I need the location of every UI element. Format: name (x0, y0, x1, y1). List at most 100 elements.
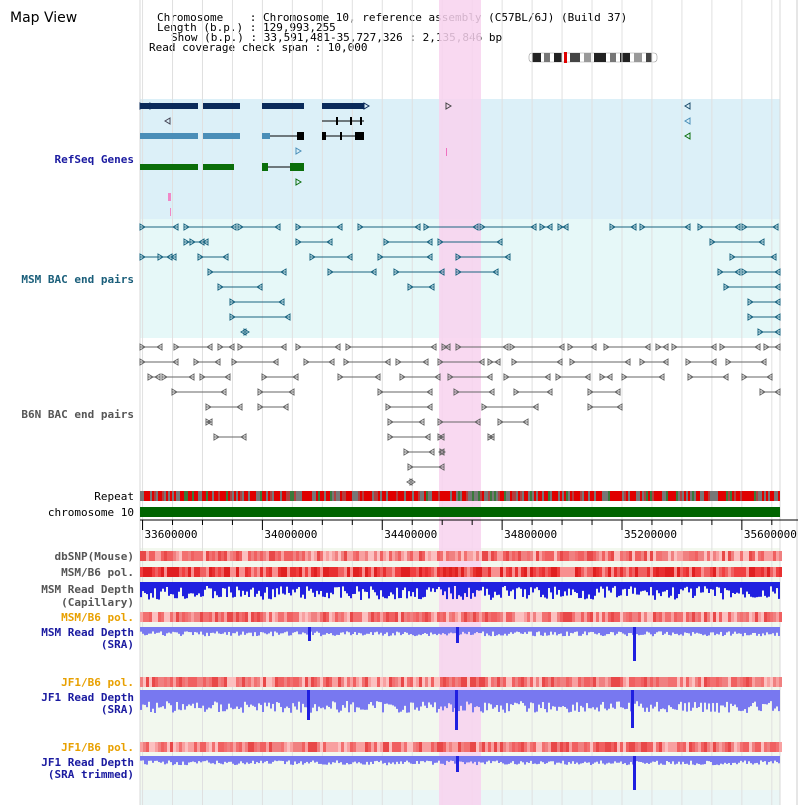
jf1-b6-pol-cell[interactable] (302, 677, 305, 687)
msm-b6-pol-cell[interactable] (458, 567, 461, 577)
jf1-sra-depth-bar[interactable] (172, 690, 174, 713)
jf1-trimmed-depth-bar[interactable] (370, 756, 372, 762)
jf1-trimmed-depth-bar[interactable] (418, 756, 420, 764)
repeat-element[interactable] (256, 491, 258, 501)
jf1-trimmed-depth-bar[interactable] (640, 756, 642, 763)
msm-b6-pol-2-cell[interactable] (212, 612, 215, 622)
msm-b6-pol-2-cell[interactable] (347, 612, 350, 622)
jf1-sra-depth-bar[interactable] (188, 690, 190, 705)
msm-capillary-depth-bar[interactable] (496, 582, 498, 596)
jf1-b6-pol-2-cell[interactable] (353, 742, 356, 752)
msm-capillary-depth-bar[interactable] (548, 582, 550, 589)
jf1-b6-pol-2-cell[interactable] (560, 742, 563, 752)
jf1-sra-depth-bar[interactable] (314, 690, 316, 705)
jf1-trimmed-depth-bar[interactable] (698, 756, 700, 764)
jf1-b6-pol-2-cell[interactable] (677, 742, 680, 752)
dbsnp-cell[interactable] (536, 551, 539, 561)
jf1-sra-depth-bar[interactable] (328, 690, 330, 707)
msm-capillary-depth-bar[interactable] (416, 582, 418, 589)
dbsnp-cell[interactable] (284, 551, 287, 561)
msm-b6-pol-2-cell[interactable] (527, 612, 530, 622)
repeat-element[interactable] (238, 491, 240, 501)
jf1-sra-depth-bar[interactable] (260, 690, 262, 705)
jf1-sra-depth-bar[interactable] (258, 690, 260, 704)
repeat-element[interactable] (156, 491, 158, 501)
msm-sra-depth-bar[interactable] (440, 627, 442, 635)
repeat-element[interactable] (406, 491, 408, 501)
msm-capillary-depth-bar[interactable] (432, 582, 434, 589)
jf1-b6-pol-cell[interactable] (428, 677, 431, 687)
jf1-sra-depth-bar[interactable] (332, 690, 334, 702)
jf1-b6-pol-cell[interactable] (224, 677, 227, 687)
repeat-element[interactable] (184, 491, 186, 501)
dbsnp-cell[interactable] (599, 551, 602, 561)
dbsnp-cell[interactable] (422, 551, 425, 561)
repeat-element[interactable] (472, 491, 474, 501)
jf1-trimmed-depth-bar[interactable] (492, 756, 494, 762)
jf1-sra-depth-bar[interactable] (148, 690, 150, 702)
msm-capillary-depth-bar[interactable] (188, 582, 190, 594)
jf1-sra-depth-bar[interactable] (756, 690, 758, 707)
msm-capillary-depth-bar[interactable] (632, 582, 634, 594)
jf1-b6-pol-2-cell[interactable] (422, 742, 425, 752)
msm-capillary-depth-bar[interactable] (756, 582, 758, 598)
msm-capillary-depth-bar[interactable] (434, 582, 436, 593)
msm-capillary-depth-bar[interactable] (542, 582, 544, 595)
repeat-element[interactable] (740, 491, 742, 501)
dbsnp-cell[interactable] (185, 551, 188, 561)
jf1-trimmed-depth-bar[interactable] (444, 756, 446, 766)
msm-capillary-depth-bar[interactable] (400, 582, 402, 598)
jf1-sra-depth-bar[interactable] (304, 690, 306, 708)
jf1-trimmed-depth-bar[interactable] (656, 756, 658, 761)
repeat-element[interactable] (652, 491, 654, 501)
repeat-element[interactable] (434, 491, 436, 501)
msm-capillary-depth-bar[interactable] (680, 582, 682, 590)
jf1-b6-pol-cell[interactable] (593, 677, 596, 687)
msm-b6-pol-cell[interactable] (737, 567, 740, 577)
repeat-element[interactable] (450, 491, 452, 501)
msm-capillary-depth-bar[interactable] (772, 582, 774, 592)
msm-capillary-depth-bar[interactable] (294, 582, 296, 593)
jf1-trimmed-depth-bar[interactable] (750, 756, 752, 764)
repeat-element[interactable] (520, 491, 522, 501)
jf1-sra-depth-bar[interactable] (316, 690, 318, 712)
jf1-trimmed-depth-bar[interactable] (534, 756, 536, 764)
msm-sra-depth-bar[interactable] (140, 627, 142, 632)
jf1-sra-depth-bar[interactable] (726, 690, 728, 702)
msm-sra-depth-bar[interactable] (528, 627, 530, 632)
msm-sra-depth-bar[interactable] (488, 627, 490, 636)
jf1-b6-pol-cell[interactable] (338, 677, 341, 687)
msm-capillary-depth-bar[interactable] (510, 582, 512, 592)
msm-capillary-depth-bar[interactable] (152, 582, 154, 598)
msm-sra-depth-bar[interactable] (684, 627, 686, 633)
jf1-trimmed-depth-bar[interactable] (726, 756, 728, 764)
jf1-trimmed-depth-bar[interactable] (618, 756, 620, 763)
msm-b6-pol-2-cell[interactable] (227, 612, 230, 622)
jf1-b6-pol-2-cell[interactable] (722, 742, 725, 752)
jf1-sra-depth-bar[interactable] (704, 690, 706, 703)
msm-b6-pol-cell[interactable] (311, 567, 314, 577)
jf1-trimmed-depth-bar[interactable] (588, 756, 590, 763)
jf1-b6-pol-cell[interactable] (314, 677, 317, 687)
msm-capillary-depth-bar[interactable] (700, 582, 702, 593)
jf1-sra-depth-bar[interactable] (234, 690, 236, 709)
jf1-sra-depth-bar[interactable] (420, 690, 422, 707)
jf1-b6-pol-cell[interactable] (677, 677, 680, 687)
jf1-b6-pol-cell[interactable] (482, 677, 485, 687)
msm-sra-depth-bar[interactable] (532, 627, 534, 636)
msm-capillary-depth-bar[interactable] (176, 582, 178, 599)
msm-sra-depth-bar[interactable] (268, 627, 270, 634)
jf1-trimmed-depth-bar[interactable] (486, 756, 488, 762)
msm-capillary-depth-bar[interactable] (324, 582, 326, 598)
jf1-b6-pol-2-cell[interactable] (362, 742, 365, 752)
jf1-b6-pol-2-cell[interactable] (743, 742, 746, 752)
jf1-trimmed-depth-bar[interactable] (478, 756, 480, 762)
jf1-sra-depth-bar[interactable] (588, 690, 590, 709)
jf1-trimmed-depth-bar[interactable] (172, 756, 174, 766)
repeat-element[interactable] (212, 491, 214, 501)
msm-b6-pol-2-cell[interactable] (257, 612, 260, 622)
jf1-sra-depth-bar[interactable] (244, 690, 246, 702)
repeat-element[interactable] (570, 491, 572, 501)
dbsnp-cell[interactable] (503, 551, 506, 561)
msm-b6-pol-2-cell[interactable] (596, 612, 599, 622)
